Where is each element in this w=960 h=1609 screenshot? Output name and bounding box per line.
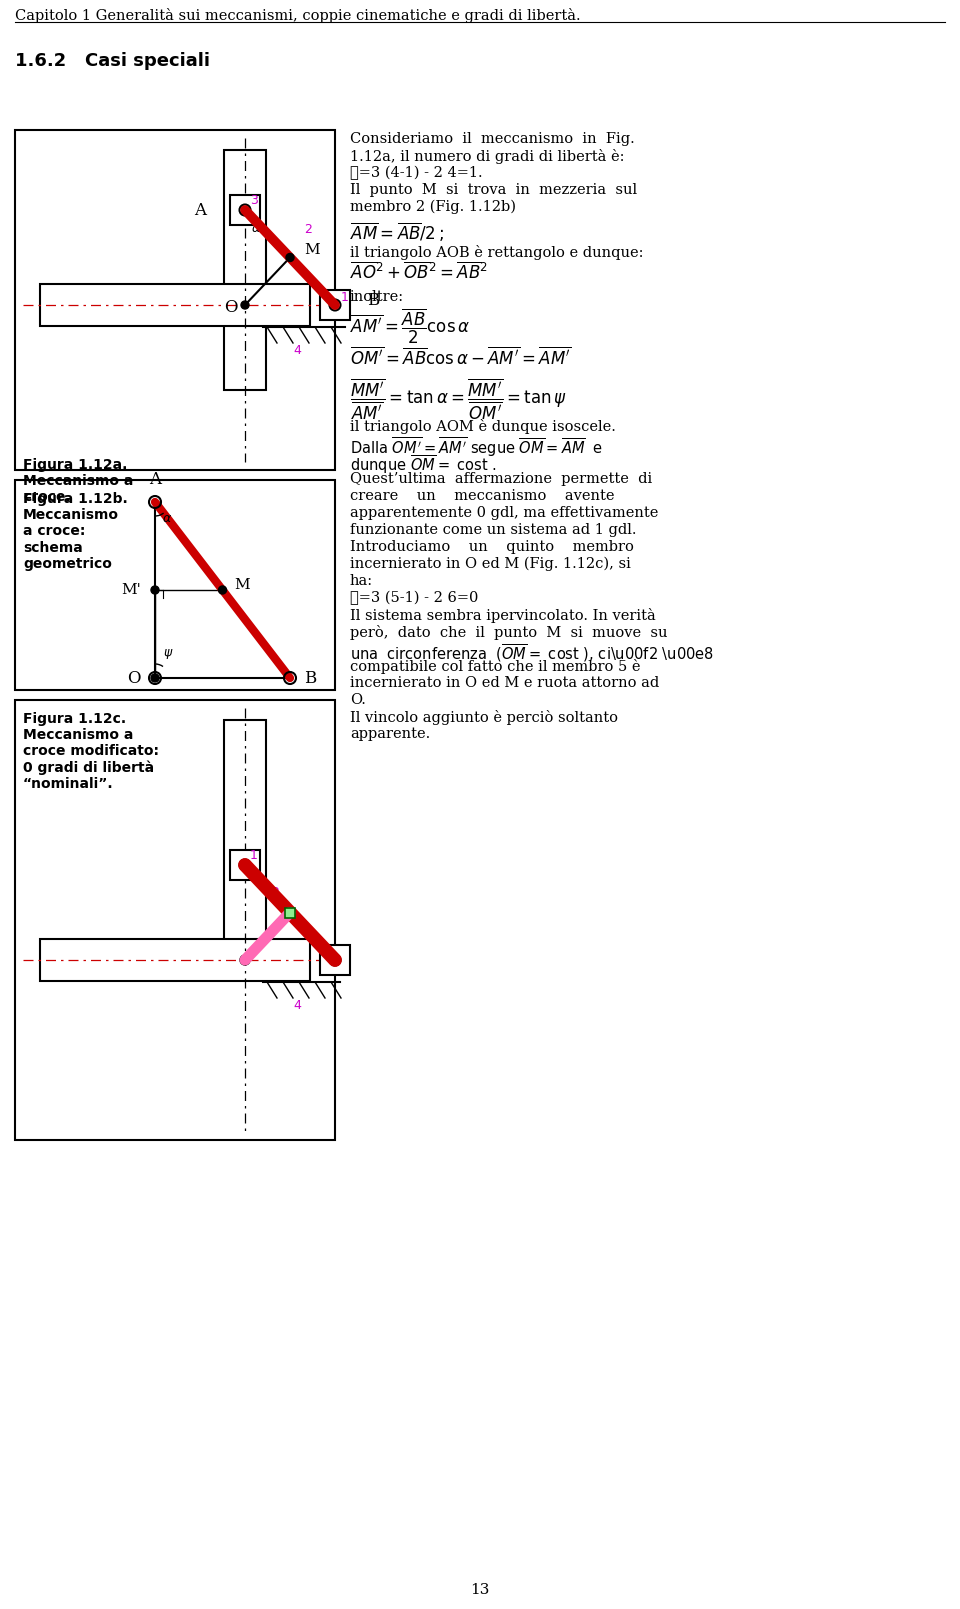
Circle shape [241, 301, 249, 309]
Text: apparentemente 0 gdl, ma effettivamente: apparentemente 0 gdl, ma effettivamente [350, 505, 659, 520]
Text: il triangolo AOB è rettangolo e dunque:: il triangolo AOB è rettangolo e dunque: [350, 245, 643, 261]
Text: 2: 2 [271, 887, 279, 899]
Text: creare    un    meccanismo    avente: creare un meccanismo avente [350, 489, 614, 504]
Circle shape [286, 254, 294, 262]
Text: 13: 13 [470, 1583, 490, 1598]
Bar [320, 944, 350, 975]
Text: ha:: ha: [350, 574, 373, 587]
Text: Introduciamo    un    quinto    membro: Introduciamo un quinto membro [350, 541, 634, 553]
Bar [230, 195, 260, 225]
Text: compatibile col fatto che il membro 5 è: compatibile col fatto che il membro 5 è [350, 660, 640, 674]
Text: Dalla $\overline{OM'}=\overline{AM'}$ segue $\overline{OM}=\overline{AM}$  e: Dalla $\overline{OM'}=\overline{AM'}$ se… [350, 436, 603, 459]
Text: Il sistema sembra ipervincolato. In verità: Il sistema sembra ipervincolato. In veri… [350, 608, 656, 623]
Text: funzionante come un sistema ad 1 gdl.: funzionante come un sistema ad 1 gdl. [350, 523, 636, 537]
Text: $\dfrac{\overline{MM'}}{\overline{AM'}} = \tan\alpha = \dfrac{\overline{MM'}}{\o: $\dfrac{\overline{MM'}}{\overline{AM'}} … [350, 377, 566, 422]
Text: Consideriamo  il  meccanismo  in  Fig.: Consideriamo il meccanismo in Fig. [350, 132, 635, 146]
Bar [15, 700, 335, 1141]
Bar [40, 285, 310, 327]
Text: 1: 1 [250, 848, 258, 861]
Text: dunque $\overline{OM}=$ cost .: dunque $\overline{OM}=$ cost . [350, 454, 497, 476]
Text: membro 2 (Fig. 1.12b): membro 2 (Fig. 1.12b) [350, 200, 516, 214]
Circle shape [151, 586, 159, 594]
Text: M: M [234, 578, 251, 592]
Bar [15, 479, 335, 690]
Text: inoltre:: inoltre: [350, 290, 404, 304]
Text: Il  punto  M  si  trova  in  mezzeria  sul: Il punto M si trova in mezzeria sul [350, 183, 637, 196]
Bar [224, 719, 266, 961]
Text: 3: 3 [250, 193, 258, 206]
Bar [230, 850, 260, 880]
Text: ℓ=3 (4-1) - 2 4=1.: ℓ=3 (4-1) - 2 4=1. [350, 166, 483, 180]
Text: 1: 1 [341, 291, 348, 304]
Text: A: A [194, 201, 206, 219]
Text: il triangolo AOM è dunque isoscele.: il triangolo AOM è dunque isoscele. [350, 418, 616, 434]
Text: $\overline{OM'} = \overline{AB}\cos\alpha - \overline{AM'}= \overline{AM'}$: $\overline{OM'} = \overline{AB}\cos\alph… [350, 348, 571, 368]
Bar [224, 150, 266, 389]
Text: $\overline{AM'} = \dfrac{\overline{AB}}{2}\cos\alpha$: $\overline{AM'} = \dfrac{\overline{AB}}{… [350, 307, 470, 346]
Text: M: M [304, 243, 320, 256]
Text: incernierato in O ed M e ruota attorno ad: incernierato in O ed M e ruota attorno a… [350, 676, 660, 690]
Circle shape [240, 956, 250, 965]
Bar [320, 290, 350, 320]
Text: Capitolo 1 Generalità sui meccanismi, coppie cinematiche e gradi di libertà.: Capitolo 1 Generalità sui meccanismi, co… [15, 8, 581, 23]
Bar [40, 940, 310, 981]
Text: 4: 4 [293, 999, 300, 1012]
Text: 4: 4 [293, 343, 300, 357]
Text: ℓ=3 (5-1) - 2 6=0: ℓ=3 (5-1) - 2 6=0 [350, 591, 478, 605]
Text: $\psi$: $\psi$ [163, 647, 174, 661]
Text: Figura 1.12b.
Meccanismo
a croce:
schema
geometrico: Figura 1.12b. Meccanismo a croce: schema… [23, 492, 128, 571]
Text: Figura 1.12a.
Meccanismo a
croce.: Figura 1.12a. Meccanismo a croce. [23, 459, 133, 504]
Text: O: O [225, 299, 238, 315]
Text: A: A [149, 471, 161, 488]
Circle shape [219, 586, 227, 594]
Text: però,  dato  che  il  punto  M  si  muove  su: però, dato che il punto M si muove su [350, 624, 667, 640]
Text: Figura 1.12c.
Meccanismo a
croce modificato:
0 gradi di libertà
“nominali”.: Figura 1.12c. Meccanismo a croce modific… [23, 713, 159, 792]
Text: Il vincolo aggiunto è perciò soltanto: Il vincolo aggiunto è perciò soltanto [350, 710, 618, 726]
Bar [15, 130, 335, 470]
Text: B: B [367, 291, 379, 309]
Text: 2: 2 [304, 224, 312, 237]
Text: $\overline{AO}^{2}+\overline{OB}^{2}=\overline{AB}^{2}$: $\overline{AO}^{2}+\overline{OB}^{2}=\ov… [350, 262, 488, 283]
Text: B: B [304, 669, 316, 687]
Text: O.: O. [350, 693, 366, 706]
Text: 1.12a, il numero di gradi di libertà è:: 1.12a, il numero di gradi di libertà è: [350, 150, 625, 164]
Text: M': M' [121, 582, 141, 597]
Text: $\alpha$: $\alpha$ [251, 222, 261, 235]
Circle shape [151, 674, 159, 682]
Text: incernierato in O ed M (Fig. 1.12c), si: incernierato in O ed M (Fig. 1.12c), si [350, 557, 631, 571]
Bar [285, 907, 295, 917]
Text: O: O [128, 669, 141, 687]
Text: $\overline{AM} = \overline{AB}/2\,;$: $\overline{AM} = \overline{AB}/2\,;$ [350, 220, 444, 245]
Text: 1.6.2   Casi speciali: 1.6.2 Casi speciali [15, 51, 210, 71]
Text: Quest’ultima  affermazione  permette  di: Quest’ultima affermazione permette di [350, 471, 652, 486]
Text: apparente.: apparente. [350, 727, 430, 742]
Circle shape [286, 909, 294, 917]
Text: $\alpha$: $\alpha$ [162, 512, 172, 525]
Text: una  circonferenza  ($\overline{OM}=$ cost ), ci\u00f2 \u00e8: una circonferenza ($\overline{OM}=$ cost… [350, 642, 714, 663]
